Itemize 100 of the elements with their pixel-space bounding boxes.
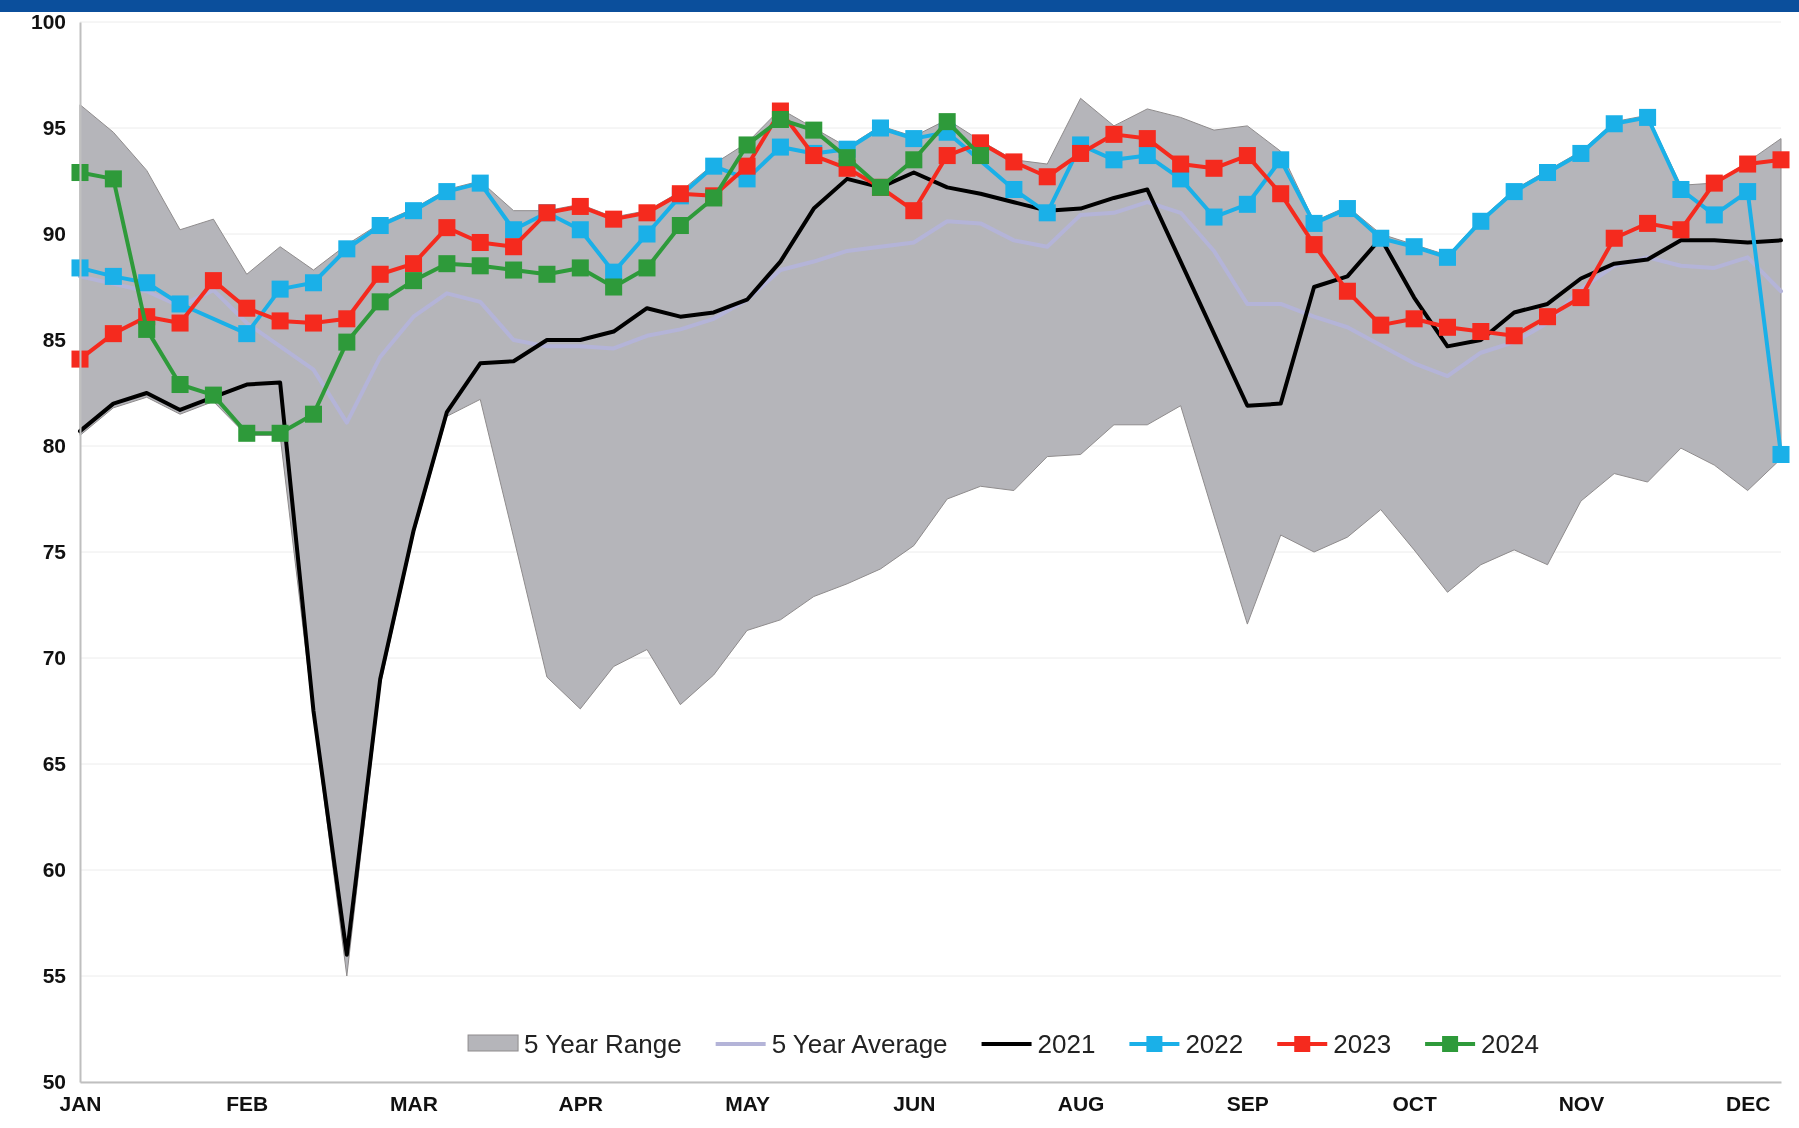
point — [138, 274, 156, 292]
point — [405, 255, 423, 273]
point — [738, 157, 756, 175]
point — [471, 174, 489, 192]
point — [1338, 200, 1356, 218]
point — [871, 119, 889, 137]
point — [505, 221, 523, 239]
point — [304, 314, 322, 332]
point — [1539, 164, 1557, 182]
x-tick-label: NOV — [1558, 1091, 1605, 1115]
point — [371, 217, 389, 235]
point — [271, 424, 289, 442]
point — [338, 240, 356, 258]
point — [705, 157, 723, 175]
point — [1138, 130, 1156, 148]
point — [1472, 323, 1490, 341]
y-tick-label: 95 — [42, 116, 67, 140]
point — [1705, 174, 1723, 192]
x-tick-label: AUG — [1057, 1091, 1105, 1115]
point — [1338, 282, 1356, 300]
point — [371, 265, 389, 283]
legend-label: 5 Year Average — [771, 1029, 948, 1059]
y-tick-label: 50 — [42, 1070, 66, 1094]
point — [1172, 155, 1190, 173]
point — [1372, 229, 1390, 247]
point — [104, 267, 122, 285]
point — [171, 376, 189, 394]
point — [1405, 238, 1423, 256]
point — [438, 219, 456, 237]
legend-label: 2024 — [1481, 1029, 1539, 1059]
point — [338, 310, 356, 328]
point — [1739, 183, 1757, 201]
point — [972, 147, 990, 165]
point — [538, 265, 556, 283]
x-tick-label: DEC — [1725, 1091, 1771, 1115]
x-tick-label: JAN — [59, 1091, 102, 1115]
point — [71, 350, 89, 368]
point — [605, 210, 623, 228]
point — [1572, 144, 1590, 162]
point — [405, 202, 423, 220]
point — [1105, 125, 1123, 143]
point — [505, 261, 523, 279]
point — [271, 312, 289, 330]
point — [1539, 308, 1557, 326]
point — [838, 149, 856, 167]
point — [238, 424, 256, 442]
point — [1672, 180, 1690, 198]
point — [304, 274, 322, 292]
point — [1005, 180, 1023, 198]
point — [1272, 151, 1290, 169]
point — [1472, 212, 1490, 230]
annotation: 5 Year Range — [524, 1029, 682, 1059]
point — [1038, 168, 1056, 186]
point — [771, 138, 789, 156]
x-tick-label: APR — [558, 1091, 603, 1115]
point — [405, 272, 423, 290]
y-tick-label: 85 — [42, 328, 67, 352]
point — [1572, 289, 1590, 307]
point — [1238, 147, 1256, 165]
point — [738, 136, 756, 154]
point — [204, 272, 222, 290]
point — [905, 130, 923, 148]
point — [338, 333, 356, 351]
x-tick-label: JUN — [893, 1091, 936, 1115]
point — [1305, 214, 1323, 232]
point — [1372, 316, 1390, 334]
point — [138, 320, 156, 338]
point — [1772, 445, 1790, 463]
point — [371, 293, 389, 311]
y-tick-label: 65 — [42, 752, 67, 776]
point — [1205, 208, 1223, 226]
y-tick-label: 55 — [42, 964, 67, 988]
point — [1505, 327, 1523, 345]
point — [238, 325, 256, 343]
point — [571, 197, 589, 215]
point — [1505, 183, 1523, 201]
point — [438, 183, 456, 201]
point — [104, 170, 122, 188]
legend-label: 2023 — [1333, 1029, 1392, 1059]
point — [71, 259, 89, 277]
point — [1639, 108, 1657, 126]
point — [938, 147, 956, 165]
point — [638, 204, 656, 222]
point — [638, 225, 656, 243]
y-tick-label: 70 — [42, 646, 66, 670]
point — [1772, 151, 1790, 169]
point — [471, 257, 489, 275]
point — [1072, 144, 1090, 162]
x-tick-label: SEP — [1226, 1091, 1269, 1115]
y-tick-label: 90 — [42, 222, 66, 246]
point — [71, 164, 89, 182]
point — [571, 221, 589, 239]
point — [1138, 147, 1156, 165]
point — [1038, 204, 1056, 222]
point — [571, 259, 589, 277]
x-tick-label: FEB — [226, 1091, 269, 1115]
point — [905, 151, 923, 169]
point — [1438, 248, 1456, 266]
point — [1005, 153, 1023, 171]
point — [1605, 115, 1623, 133]
